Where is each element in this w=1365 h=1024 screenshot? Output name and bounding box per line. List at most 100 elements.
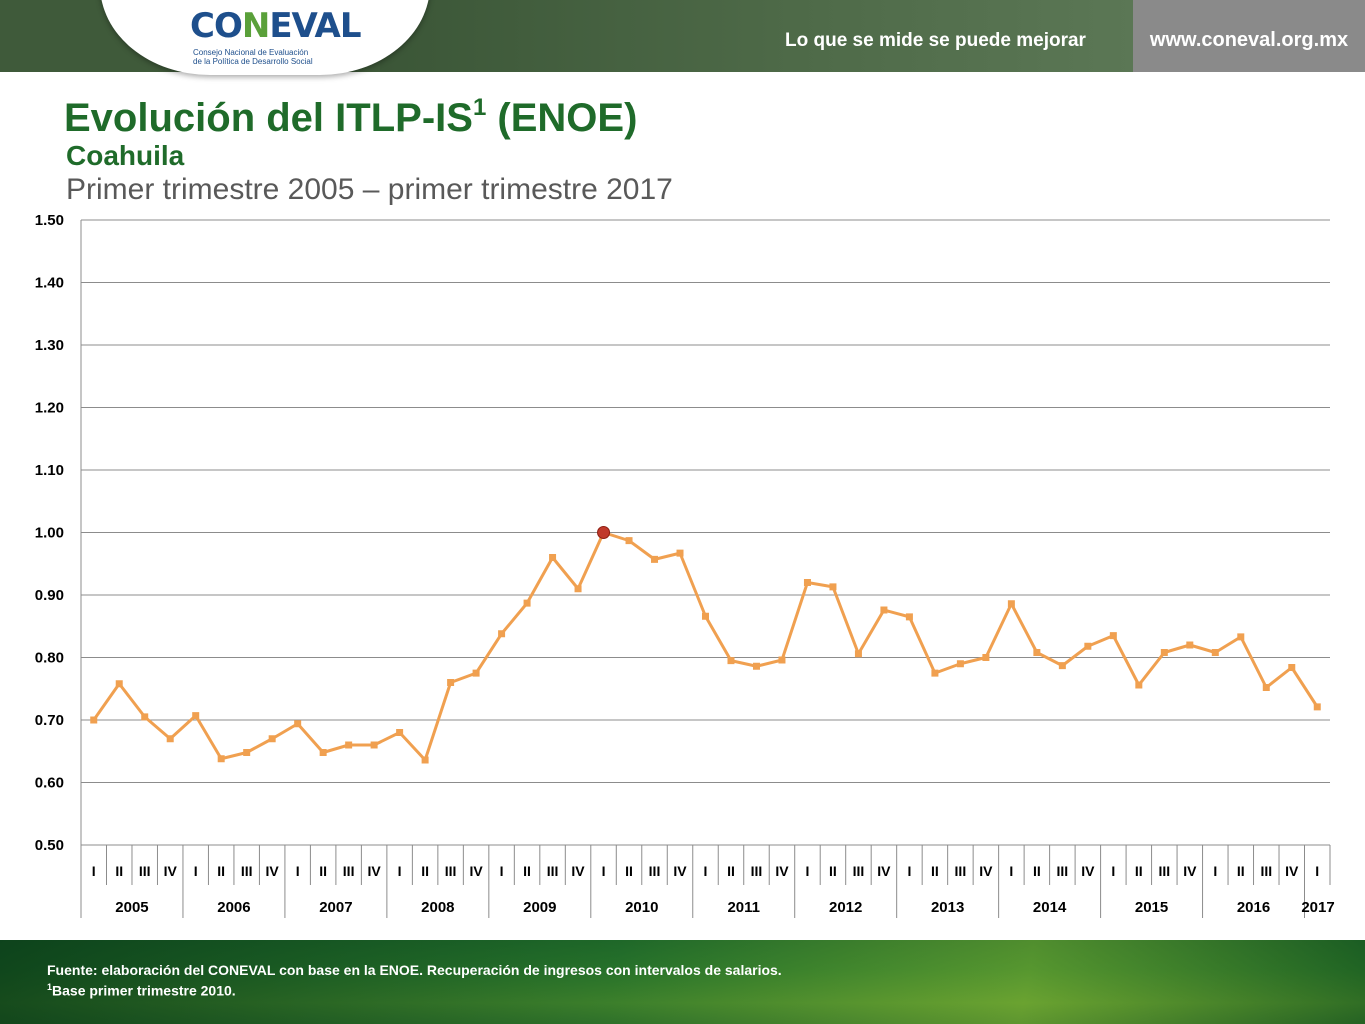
data-point (702, 612, 709, 620)
quarter-label: I (1315, 863, 1319, 879)
quarter-label: I (500, 863, 504, 879)
y-axis: 0.50 0.60 0.70 0.80 0.90 1.00 1.10 1.20 1.30 1.40… (35, 212, 82, 918)
data-point (345, 741, 353, 749)
data-point (880, 606, 888, 614)
data-point (1313, 703, 1321, 711)
quarter-label: IV (266, 863, 280, 879)
line-chart: 0.50 0.60 0.70 0.80 0.90 1.00 1.10 1.20 1.30 1.40… (35, 212, 1335, 918)
year-label: 2009 (523, 899, 556, 916)
data-point (727, 657, 735, 665)
quarter-label: IV (775, 863, 789, 879)
quarter-label: I (1009, 863, 1013, 879)
state-subtitle: Coahuila (66, 140, 185, 171)
data-point (574, 585, 582, 593)
footer-band (0, 940, 1365, 1024)
series-itlp-is (90, 526, 1321, 764)
data-point (931, 669, 939, 677)
highlight-point (597, 526, 611, 539)
data-point (115, 680, 123, 688)
quarter-label: II (217, 863, 225, 879)
quarter-label: III (751, 863, 763, 879)
note-text: Base primer trimestre 2010. (52, 982, 236, 999)
data-point (1058, 662, 1066, 670)
data-point (1186, 641, 1194, 649)
data-point (166, 735, 174, 743)
logo-subtitle-line-1: Consejo Nacional de Evaluación (193, 48, 309, 57)
y-tick-label: 1.40 (35, 275, 64, 292)
data-point (217, 755, 225, 763)
quarter-label: III (1057, 863, 1069, 879)
data-point (1033, 649, 1041, 656)
year-label: 2005 (115, 899, 148, 916)
quarter-label: III (853, 863, 865, 879)
y-tick-label: 0.50 (35, 837, 64, 854)
data-point (396, 729, 404, 736)
quarter-label: IV (469, 863, 483, 879)
quarter-label: I (1213, 863, 1217, 879)
year-label: 2016 (1237, 899, 1270, 916)
data-point (905, 613, 913, 621)
title-main: Evolución del ITLP-IS (64, 96, 473, 140)
year-label: 2012 (829, 899, 862, 916)
data-point (1237, 633, 1245, 641)
data-point (1109, 632, 1117, 640)
data-point (803, 579, 811, 586)
y-tick-label: 0.70 (35, 712, 64, 729)
series-line (92, 531, 1319, 762)
source-note: Fuente: elaboración del CONEVAL con base… (47, 962, 782, 978)
data-point (421, 756, 429, 764)
data-point (447, 679, 455, 686)
quarter-label: II (1237, 863, 1245, 879)
x-axis: I II III IV I II III IV I II III IV I II III IV I II III IV… (80, 845, 1335, 918)
quarter-label: III (1260, 863, 1272, 879)
y-tick-label: 1.10 (35, 462, 64, 479)
data-point (523, 599, 531, 607)
quarter-label: IV (1285, 863, 1299, 879)
quarter-label: I (1111, 863, 1115, 879)
quarter-label: III (241, 863, 253, 879)
quarter-label: IV (1081, 863, 1095, 879)
data-point (1288, 664, 1296, 671)
page-title: Evolución del ITLP-IS1 (ENOE) (64, 94, 637, 141)
data-point (319, 749, 327, 756)
coneval-logo: CONEVAL (190, 6, 362, 46)
quarter-label: I (704, 863, 708, 879)
year-label: 2011 (727, 899, 760, 916)
year-label: 2015 (1135, 899, 1168, 916)
data-point (982, 654, 990, 661)
data-point (854, 650, 862, 658)
year-label: 2017 (1301, 899, 1334, 916)
data-point (1007, 600, 1015, 608)
data-point (370, 741, 378, 749)
data-point (676, 549, 684, 557)
quarter-label: I (194, 863, 198, 879)
data-point (549, 554, 557, 561)
quarter-label: I (806, 863, 810, 879)
quarter-label: III (547, 863, 559, 879)
banner-gradient (380, 0, 1133, 72)
data-point (829, 583, 837, 591)
quarter-label: III (1158, 863, 1170, 879)
y-tick-label: 1.50 (35, 212, 64, 229)
logo-tab (100, 0, 430, 75)
data-point (1084, 642, 1092, 650)
website-url[interactable]: www.coneval.org.mx (1149, 29, 1349, 51)
data-point (294, 720, 302, 728)
title-superscript: 1 (472, 94, 487, 121)
quarter-label: II (1135, 863, 1143, 879)
year-label: 2006 (217, 899, 250, 916)
quarter-label: I (602, 863, 606, 879)
data-point (752, 662, 760, 670)
quarter-label: IV (164, 863, 178, 879)
year-label: 2010 (625, 899, 658, 916)
quarter-label: IV (368, 863, 382, 879)
quarter-label: I (296, 863, 300, 879)
quarter-label: IV (673, 863, 687, 879)
data-point (1211, 649, 1219, 656)
data-point (1160, 649, 1168, 656)
quarter-label: II (1033, 863, 1041, 879)
quarter-label: III (343, 863, 355, 879)
quarter-label: III (649, 863, 661, 879)
quarter-label: II (829, 863, 837, 879)
slogan: Lo que se mide se puede mejorar (785, 30, 1086, 51)
